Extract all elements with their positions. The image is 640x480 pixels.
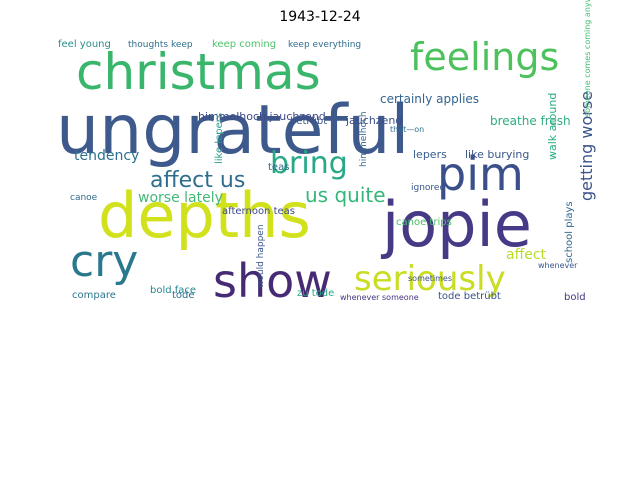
word-32: zu tode <box>297 288 334 299</box>
word-42: ignored <box>411 183 445 193</box>
word-46: that—on <box>390 125 424 134</box>
word-33: tode betrübt <box>438 291 501 302</box>
word-36: feel young <box>58 39 111 50</box>
word-7: cry <box>70 236 138 287</box>
word-39: keep everything <box>288 40 361 50</box>
word-6: show <box>213 254 332 308</box>
word-37: thoughts keep <box>128 40 193 50</box>
word-31: compare <box>72 290 116 301</box>
word-18: breathe fresh <box>490 114 571 128</box>
word-25: walk around <box>546 93 559 160</box>
word-17: himmelhoch jauchzend <box>198 110 326 123</box>
word-43: himmelhoch <box>359 111 369 167</box>
word-41: would happen <box>256 224 266 288</box>
word-8: seriously <box>354 259 506 299</box>
word-19: jauchzend <box>345 114 402 127</box>
word-35: sometimes <box>408 274 452 283</box>
word-24: school plays <box>564 201 575 263</box>
word-21: lepers <box>413 148 447 161</box>
word-15: certainly applies <box>380 92 479 106</box>
word-9: bring <box>270 146 348 181</box>
word-34: whenever someone <box>340 293 419 302</box>
word-11: us quite <box>305 183 386 207</box>
word-27: like lepers <box>214 113 225 164</box>
word-1: depths <box>98 179 311 252</box>
word-38: keep coming <box>212 39 276 50</box>
word-45: bold <box>564 292 586 303</box>
word-0: ungrateful <box>56 91 409 170</box>
word-12: getting worse <box>577 91 596 201</box>
chart-title: 1943-12-24 <box>279 9 361 25</box>
word-44: whenever <box>538 261 578 270</box>
word-26: afternoon teas <box>222 206 295 217</box>
word-40: canoe <box>70 193 98 203</box>
word-28: teas <box>268 162 289 173</box>
word-22: like burying <box>465 148 529 161</box>
word-20: betrübt <box>290 116 327 127</box>
word-10: affect us <box>150 168 245 193</box>
word-2: jopie <box>380 188 532 261</box>
word-4: feelings <box>410 35 559 79</box>
word-5: pim <box>437 147 524 201</box>
word-29: bold face <box>150 285 196 296</box>
word-14: worse lately <box>138 190 223 206</box>
word-3: christmas <box>76 43 321 101</box>
word-13: tendency <box>74 148 139 164</box>
word-23: canoe trips <box>396 217 452 228</box>
word-16: affect <box>506 247 547 263</box>
word-47: someone comes coming anyway <box>583 0 592 117</box>
word-30: tode <box>172 290 195 301</box>
